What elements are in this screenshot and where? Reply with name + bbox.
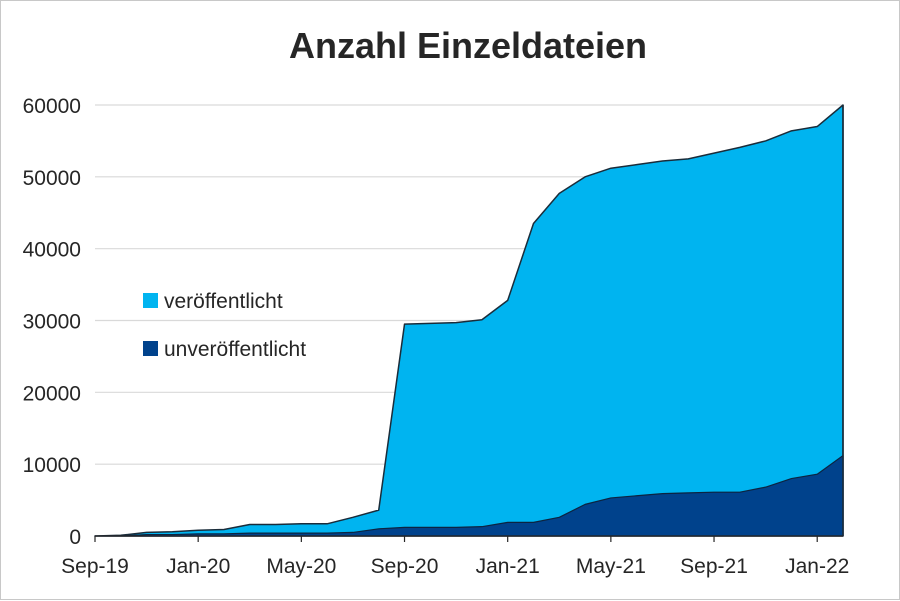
- y-tick-label: 10000: [23, 454, 81, 477]
- legend-label: veröffentlicht: [164, 290, 283, 313]
- legend-swatch: [143, 293, 158, 308]
- y-tick-label: 50000: [23, 167, 81, 190]
- x-tick-label: May-21: [576, 555, 646, 578]
- legend-label: unveröffentlicht: [164, 338, 306, 361]
- y-tick-label: 20000: [23, 382, 81, 405]
- x-tick-label: Jan-20: [166, 555, 230, 578]
- x-tick-label: May-20: [266, 555, 336, 578]
- y-tick-label: 0: [69, 526, 81, 549]
- x-axis: Sep-19 Jan-20 May-20 Sep-20 Jan-21 May-21 Sep-…: [61, 535, 849, 578]
- chart-title: Anzahl Einzeldateien: [289, 25, 647, 66]
- legend-swatch: [143, 341, 158, 356]
- y-axis: 0 10000 20000 30000 40000 50000 60000: [23, 95, 81, 549]
- y-tick-label: 60000: [23, 95, 81, 118]
- x-tick-label: Jan-22: [785, 555, 849, 578]
- x-tick-label: Sep-19: [61, 555, 129, 578]
- x-tick-label: Sep-21: [680, 555, 748, 578]
- y-tick-label: 40000: [23, 239, 81, 262]
- x-tick-label: Sep-20: [371, 555, 439, 578]
- y-tick-label: 30000: [23, 311, 81, 334]
- legend: veröffentlicht unveröffentlicht: [143, 290, 306, 361]
- x-tick-label: Jan-21: [476, 555, 540, 578]
